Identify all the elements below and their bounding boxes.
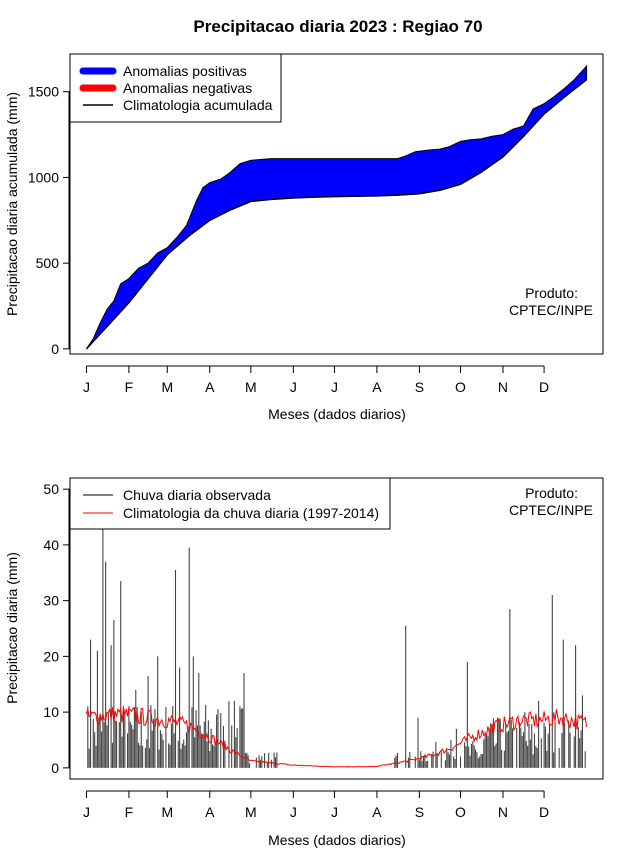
bottom-product-label: Produto: — [525, 485, 578, 501]
top-product-label: Produto: — [525, 285, 578, 301]
bottom-y-axis: 0 10 20 30 40 50 — [43, 481, 70, 776]
observed-daily-bars — [87, 522, 586, 768]
legend-label-positive: Anomalias positivas — [123, 63, 247, 79]
top-plot-frame — [69, 53, 604, 355]
top-panel: 0 500 1000 1500 J F M A M J J A S O N D Precipitacao d… — [4, 53, 604, 422]
bottom-x-tick-label: J — [83, 804, 90, 820]
top-x-tick-label: J — [83, 379, 90, 395]
bottom-x-tick-label: N — [498, 804, 508, 820]
top-x-tick-label: M — [161, 379, 173, 395]
chart-title: Precipitacao diaria 2023 : Regiao 70 — [193, 17, 482, 36]
bottom-y-tick-label: 0 — [51, 760, 59, 776]
bottom-panel: 0 10 20 30 40 50 J F M A M J J A S O N D Precipitacao di… — [4, 477, 604, 848]
bottom-legend: Chuva diaria observada Climatologia da c… — [69, 477, 391, 530]
top-x-tick-label: S — [415, 379, 424, 395]
bottom-x-tick-label: J — [290, 804, 297, 820]
bottom-x-tick-label: M — [161, 804, 173, 820]
bottom-x-tick-label: S — [415, 804, 424, 820]
top-y-axis: 0 500 1000 1500 — [28, 84, 70, 357]
bottom-y-axis-label: Precipitacao diaria (mm) — [4, 552, 20, 704]
top-y-tick-label: 500 — [36, 255, 60, 271]
bottom-y-tick-label: 50 — [43, 481, 59, 497]
legend-label-daily-climatology: Climatologia da chuva diaria (1997-2014) — [123, 505, 379, 521]
bottom-product-source: CPTEC/INPE — [509, 502, 593, 518]
top-legend: Anomalias positivas Anomalias negativas … — [69, 53, 282, 123]
top-y-tick-label: 1500 — [28, 84, 59, 100]
top-x-tick-label: D — [539, 379, 549, 395]
climatology-cumulative-line — [85, 79, 588, 350]
top-y-tick-label: 1000 — [28, 169, 59, 185]
top-x-tick-label: A — [372, 379, 382, 395]
legend-label-negative: Anomalias negativas — [123, 80, 252, 96]
bottom-x-tick-label: A — [205, 804, 215, 820]
top-x-tick-label: F — [125, 379, 134, 395]
top-y-tick-label: 0 — [51, 341, 59, 357]
bottom-y-tick-label: 40 — [43, 537, 59, 553]
bottom-x-axis-label: Meses (dados diarios) — [268, 832, 406, 848]
bottom-y-tick-label: 20 — [43, 648, 59, 664]
bottom-x-tick-label: J — [331, 804, 338, 820]
top-x-tick-label: J — [331, 379, 338, 395]
top-x-tick-label: M — [245, 379, 257, 395]
top-x-tick-label: J — [290, 379, 297, 395]
bottom-x-tick-label: F — [125, 804, 134, 820]
top-x-tick-label: O — [455, 379, 466, 395]
bottom-y-tick-label: 30 — [43, 593, 59, 609]
bottom-x-tick-label: A — [372, 804, 382, 820]
top-x-tick-label: N — [498, 379, 508, 395]
top-x-tick-label: A — [205, 379, 215, 395]
legend-label-observed: Chuva diaria observada — [123, 487, 271, 503]
climatology-daily-line — [85, 706, 588, 768]
legend-label-climatology: Climatologia acumulada — [123, 97, 273, 113]
top-product-source: CPTEC/INPE — [509, 302, 593, 318]
bottom-x-tick-label: O — [455, 804, 466, 820]
bottom-x-tick-label: D — [539, 804, 549, 820]
top-x-axis-label: Meses (dados diarios) — [268, 406, 406, 422]
bottom-x-tick-label: M — [245, 804, 257, 820]
top-y-axis-label: Precipitacao diaria acumulada (mm) — [4, 92, 20, 316]
bottom-y-tick-label: 10 — [43, 704, 59, 720]
